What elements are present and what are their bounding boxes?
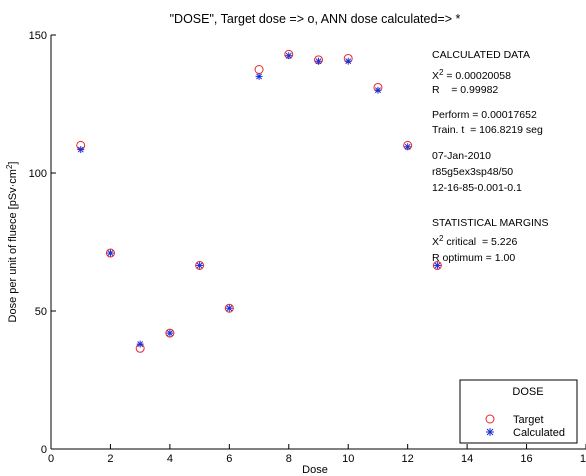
chart-title: "DOSE", Target dose => o, ANN dose calcu… <box>170 12 461 26</box>
legend-calculated-marker <box>486 428 494 436</box>
calculated-point <box>196 261 204 269</box>
x-tick-label: 12 <box>402 453 414 465</box>
calculated-point <box>166 329 174 337</box>
target-point <box>105 248 115 258</box>
calculated-point <box>255 72 263 80</box>
y-tick-label: 0 <box>41 444 47 456</box>
config-line-2: 12-16-85-0.001-0.1 <box>432 182 522 194</box>
legend-target-marker <box>485 414 495 424</box>
calculated-data-heading: CALCULATED DATA <box>432 49 530 61</box>
calculated-point <box>433 261 441 269</box>
calculated-point <box>344 57 352 65</box>
date-line: 07-Jan-2010 <box>432 150 491 162</box>
x-tick-label: 2 <box>107 453 113 465</box>
y-ticks: 0 50 100 150 <box>29 30 56 456</box>
legend-title: DOSE <box>512 386 543 398</box>
legend-calculated-label: Calculated <box>513 427 565 439</box>
r-optimum-line: R optimum = 1.00 <box>432 252 515 264</box>
x-axis-title: Dose <box>302 464 328 476</box>
calculated-point <box>285 52 293 60</box>
x-tick-label: 10 <box>342 453 354 465</box>
y-axis-title: Dose per unit of fluece [pSv·cm2] <box>5 162 20 323</box>
y-tick-label: 100 <box>29 168 47 180</box>
config-line-1: r85g5ex3sp48/50 <box>432 166 513 178</box>
y-tick-label: 50 <box>35 306 47 318</box>
target-point <box>165 328 175 338</box>
r-value-line: R = 0.99982 <box>432 84 498 96</box>
x-tick-label: 16 <box>520 453 532 465</box>
x-tick-label: 18 <box>580 453 586 465</box>
y-tick-label: 150 <box>29 30 47 42</box>
calculated-point <box>315 57 322 65</box>
x-tick-label: 14 <box>461 453 473 465</box>
calculated-point <box>77 146 85 154</box>
target-point <box>224 303 234 313</box>
stats-annotations: CALCULATED DATA X2 = 0.00020058 R = 0.99… <box>432 49 548 264</box>
train-time-line: Train. t = 106.8219 seg <box>432 124 543 136</box>
calculated-point <box>404 143 412 151</box>
target-point <box>432 260 442 270</box>
target-point <box>195 260 205 270</box>
plot-area: 0 2 4 6 8 10 12 14 16 18 0 50 100 150 <box>29 30 586 465</box>
target-point <box>254 65 264 74</box>
chi-square-line: X2 = 0.00020058 <box>432 68 511 83</box>
statistical-margins-heading: STATISTICAL MARGINS <box>432 217 548 229</box>
calculated-point <box>374 86 382 94</box>
calculated-point <box>225 304 233 312</box>
x-ticks: 0 2 4 6 8 10 12 14 16 18 <box>48 444 586 465</box>
legend-target-label: Target <box>513 414 544 426</box>
perform-line: Perform = 0.00017652 <box>432 109 537 121</box>
calculated-point <box>136 340 144 348</box>
data-points <box>76 49 442 353</box>
x-tick-label: 6 <box>226 453 232 465</box>
x-tick-label: 8 <box>286 453 292 465</box>
legend-box <box>459 379 578 444</box>
legend: DOSE Target Calculated <box>459 379 578 444</box>
calculated-point <box>106 249 114 257</box>
x-tick-label: 0 <box>48 453 54 465</box>
chi-square-critical-line: X2 critical = 5.226 <box>432 234 517 249</box>
x-tick-label: 4 <box>167 453 173 465</box>
